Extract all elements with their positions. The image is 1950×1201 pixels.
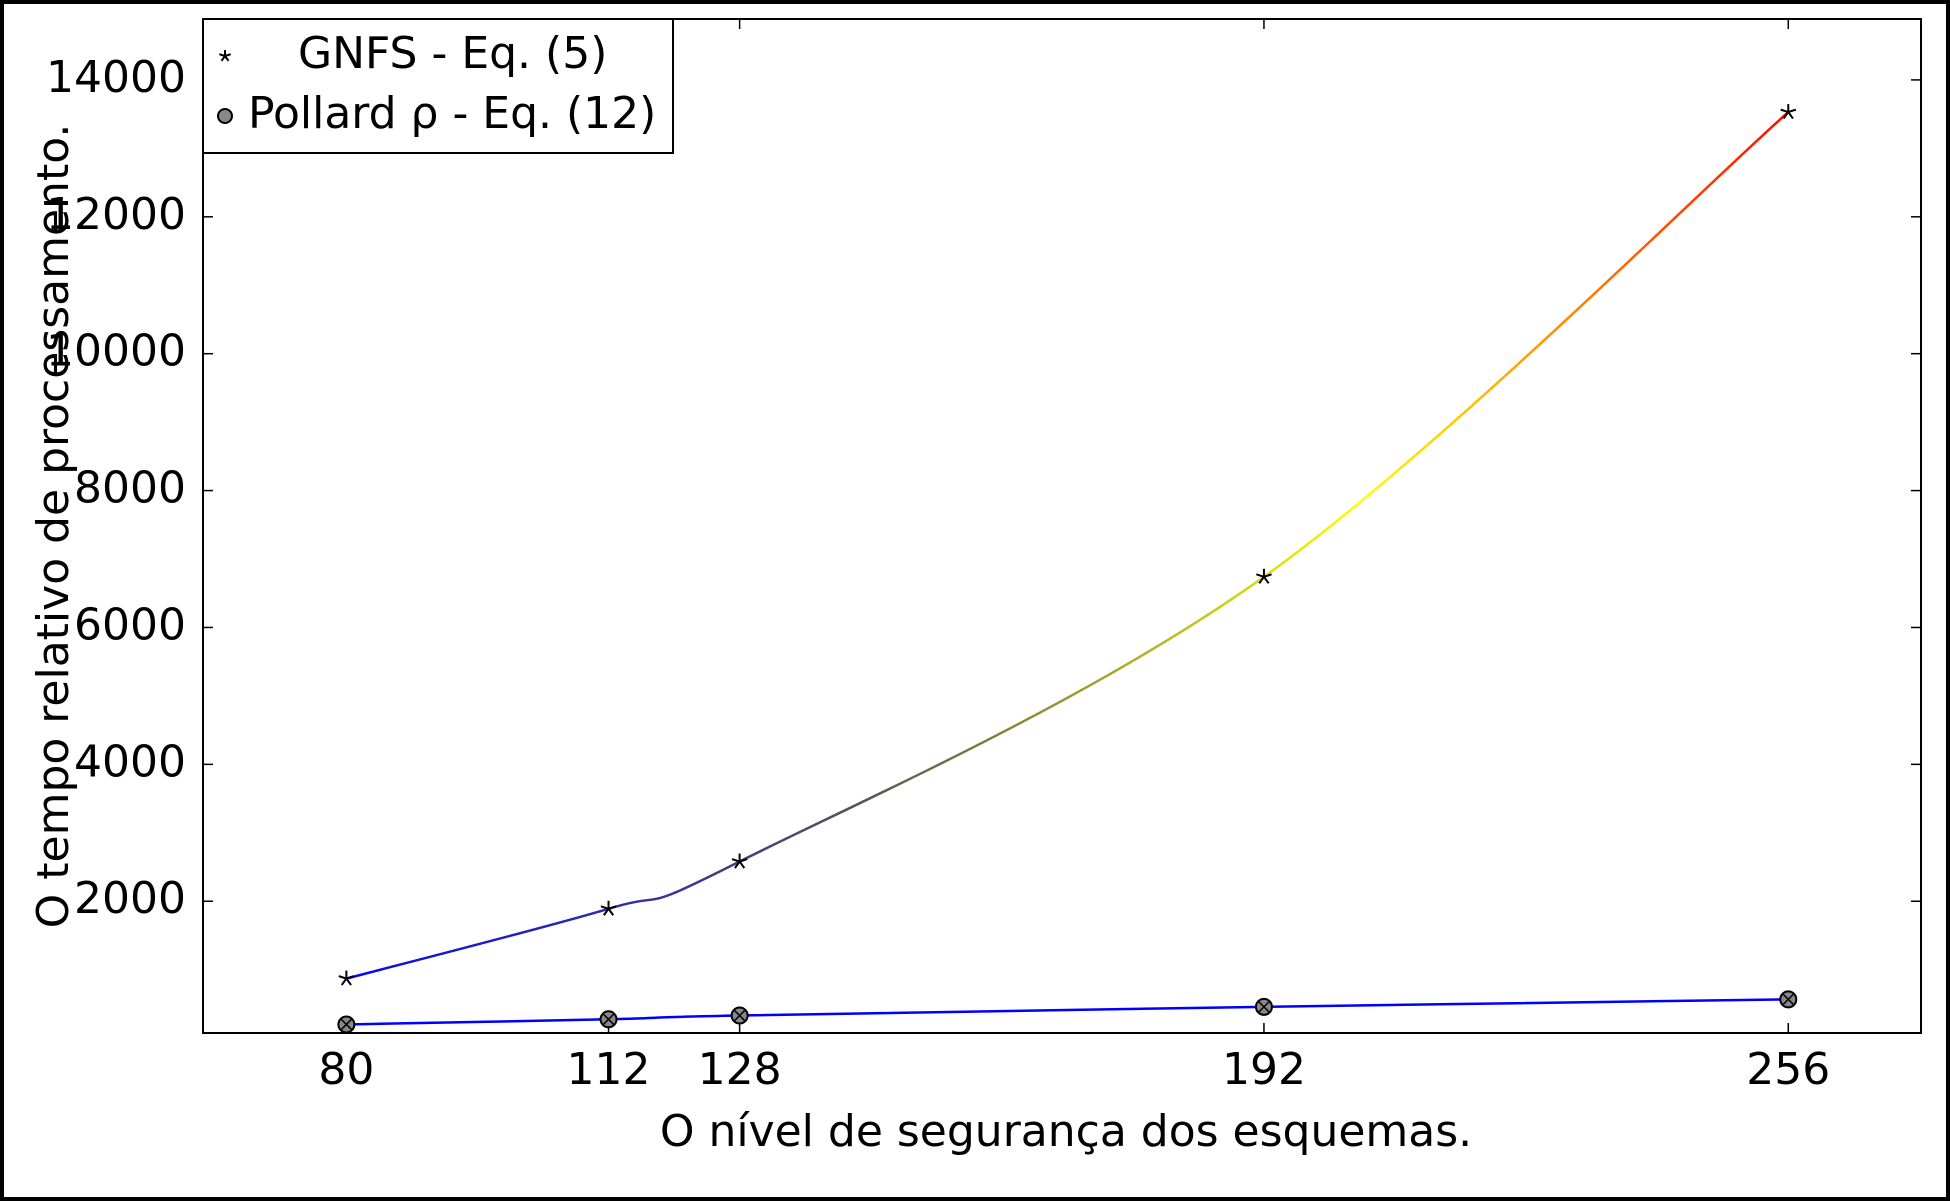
marker-stroke	[1782, 111, 1790, 120]
x-tick-label: 256	[1746, 1044, 1830, 1095]
data-point	[1254, 997, 1273, 1016]
legend-label: GNFS - Eq. (5)	[298, 28, 607, 79]
data-point	[600, 900, 617, 916]
marker-stroke	[1263, 576, 1270, 584]
data-point	[338, 970, 355, 986]
x-tick-label: 80	[318, 1044, 374, 1095]
marker-stroke	[1263, 573, 1272, 578]
marker-stroke	[607, 908, 615, 916]
x-tick-label: 128	[698, 1044, 782, 1095]
marker-stroke	[218, 53, 226, 57]
marker-stroke	[345, 977, 352, 986]
marker-stroke	[346, 975, 355, 980]
y-tick-label: 8000	[74, 463, 186, 514]
legend-label: Pollard ρ - Eq. (12)	[248, 88, 656, 139]
data-point	[1256, 568, 1272, 584]
marker-stroke	[603, 1013, 615, 1025]
y-axis-label: O tempo relativo de processamento.	[28, 124, 79, 929]
data-point	[730, 1006, 749, 1025]
y-tick-label: 6000	[74, 599, 186, 650]
y-tick-label: 14000	[46, 52, 186, 103]
marker-stroke	[340, 1018, 352, 1030]
x-tick-label: 192	[1222, 1044, 1306, 1095]
data-point	[337, 1015, 356, 1034]
data-point	[599, 1010, 618, 1029]
legend-box	[202, 18, 674, 154]
series-line	[346, 111, 1790, 980]
data-point	[1779, 990, 1798, 1009]
marker-stroke	[608, 905, 617, 910]
x-tick-label: 112	[567, 1044, 651, 1095]
y-tick-label: 10000	[46, 326, 186, 377]
marker-stroke	[1256, 573, 1265, 578]
data-point	[731, 853, 748, 869]
marker-stroke	[1787, 111, 1794, 120]
series-line	[346, 998, 1789, 1026]
marker-stroke	[1787, 108, 1797, 114]
x-axis-label: O nível de segurança dos esquemas.	[660, 1106, 1472, 1157]
data-point	[1780, 104, 1797, 120]
legend-marker	[218, 50, 232, 62]
marker-stroke	[1780, 108, 1789, 114]
marker-stroke	[1258, 1001, 1270, 1013]
marker-stroke	[1258, 576, 1265, 584]
y-tick-label: 12000	[46, 189, 186, 240]
marker-stroke	[739, 858, 748, 863]
plot-area	[202, 18, 1922, 1034]
marker-stroke	[738, 860, 746, 869]
marker-circle	[217, 108, 233, 124]
marker-stroke	[1782, 993, 1794, 1005]
marker-stroke	[340, 977, 348, 986]
marker-stroke	[731, 858, 740, 863]
marker-stroke	[734, 1010, 746, 1022]
marker-stroke	[338, 975, 347, 980]
legend-marker	[217, 108, 233, 124]
y-tick-label: 4000	[74, 736, 186, 787]
marker-stroke	[603, 908, 610, 916]
marker-stroke	[600, 905, 609, 910]
y-tick-label: 2000	[74, 873, 186, 924]
marker-stroke	[734, 860, 741, 869]
